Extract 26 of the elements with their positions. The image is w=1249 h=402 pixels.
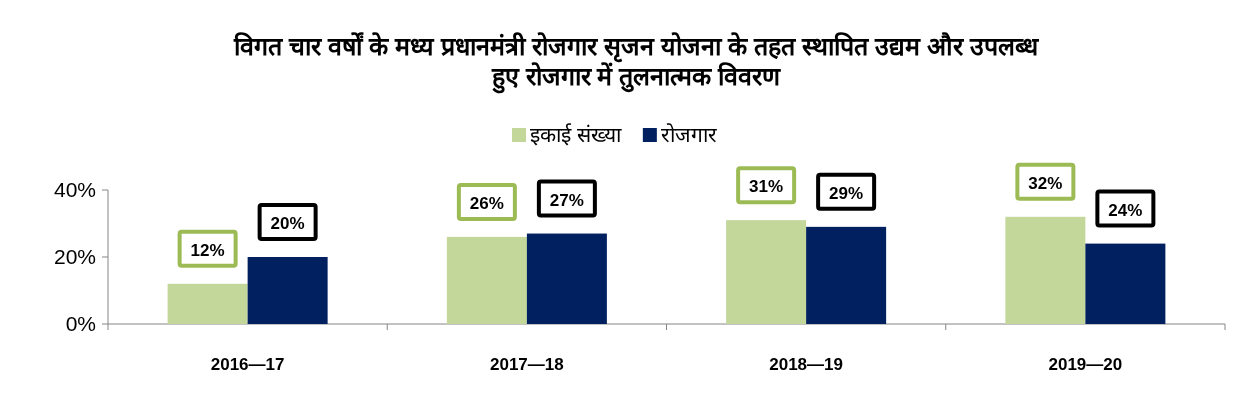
chart-title: विगत चार वर्षों के मध्य प्रधानमंत्री रोजगार सृजन योजना के तहत स्थापित उद्यम और उपलब्ध हुए रोजगार में तुलनात्मक विवरण: [233, 32, 1040, 94]
x-tick-label: 2017—18: [490, 355, 564, 374]
bar: [806, 226, 887, 324]
legend-label: इकाई संख्या: [530, 123, 622, 146]
data-label: 29%: [829, 183, 864, 203]
bar: [247, 257, 328, 324]
x-tick-label: 2016—17: [210, 355, 285, 374]
bar: [167, 283, 248, 324]
y-tick-label: 20%: [53, 245, 96, 268]
data-label: 31%: [749, 177, 784, 197]
bar: [446, 236, 527, 324]
bar: [1005, 216, 1086, 324]
legend-label: रोजगार: [660, 123, 717, 146]
bar: [526, 233, 607, 324]
data-label: 27%: [549, 190, 584, 210]
bar: [1085, 243, 1166, 324]
x-tick-label: 2018—19: [769, 355, 843, 374]
data-label: 32%: [1028, 173, 1063, 193]
y-tick-label: 40%: [53, 178, 96, 201]
data-label: 12%: [190, 240, 225, 260]
data-label: 24%: [1108, 200, 1143, 220]
data-label: 20%: [270, 214, 305, 233]
data-label: 26%: [469, 193, 504, 213]
y-tick-label: 0%: [65, 312, 96, 335]
x-tick-label: 2019—20: [1048, 355, 1123, 374]
bar: [726, 220, 807, 324]
